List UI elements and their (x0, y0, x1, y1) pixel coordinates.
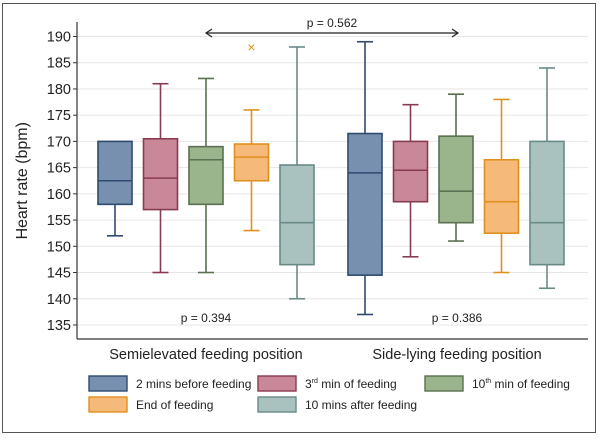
y-tick-label: 155 (47, 213, 71, 229)
legend-label-part: 10 (472, 377, 486, 391)
box-1-1 (392, 103, 429, 258)
box-iqr (529, 140, 565, 266)
y-tick-label: 140 (47, 292, 71, 308)
outlier-marker: × (247, 39, 255, 55)
box-iqr (438, 135, 474, 224)
arrowheads (204, 28, 460, 38)
legend-item: 10th min of feeding (424, 375, 570, 392)
legend-label-part: th (485, 378, 491, 385)
box-1-0 (142, 82, 179, 274)
y-tick-label: 150 (47, 239, 71, 255)
legend-label-part: min of feeding (318, 377, 397, 391)
legend-label-part: 3 (305, 377, 312, 391)
box-iqr (97, 140, 133, 206)
box-iqr (233, 143, 270, 182)
box-iqr (142, 137, 179, 211)
legend-swatch (257, 396, 297, 413)
y-tick-label: 185 (47, 56, 71, 72)
legend-label: 2 mins before feeding (136, 377, 251, 391)
y-tick-label: 165 (47, 161, 71, 177)
legend-label: 10th min of feeding (472, 377, 570, 391)
box-iqr (392, 140, 429, 203)
box-4-1 (529, 67, 565, 290)
legend-swatch (257, 375, 297, 392)
box-3-1 (483, 98, 520, 274)
box-iqr (279, 164, 315, 266)
legend-label-part: min of feeding (491, 377, 570, 391)
legend-label-part: rd (312, 378, 318, 385)
legend-label: 10 mins after feeding (305, 398, 417, 412)
x-group-label: Semielevated feeding position (109, 347, 302, 363)
y-tick-label: 170 (47, 134, 71, 150)
y-tick-label: 135 (47, 318, 71, 334)
box-iqr (483, 158, 520, 234)
box-0-1 (347, 40, 383, 316)
box-2-0 (188, 77, 224, 274)
box-iqr (347, 132, 383, 276)
legend-label: End of feeding (136, 398, 213, 412)
y-axis-label: Heart rate (bpm) (14, 122, 31, 239)
y-tick-label: 190 (47, 30, 71, 46)
box-3-0: × (233, 39, 270, 232)
y-tick-label: 175 (47, 108, 71, 124)
box-2-1 (438, 93, 474, 242)
y-tick-label: 180 (47, 82, 71, 98)
x-group-label: Side-lying feeding position (372, 347, 541, 363)
legend-item: End of feeding (88, 396, 213, 413)
legend-item: 2 mins before feeding (88, 375, 251, 392)
y-tick-label: 160 (47, 187, 71, 203)
p-value-between: p = 0.562 (307, 16, 358, 30)
y-tick-label: 145 (47, 266, 71, 282)
legend-swatch (424, 375, 464, 392)
legend-swatch (88, 396, 128, 413)
legend-item: 10 mins after feeding (257, 396, 417, 413)
p-value-group: p = 0.394 (181, 311, 232, 325)
box-0-0 (97, 140, 133, 237)
box-4-0 (279, 46, 315, 300)
legend-label: 3rd min of feeding (305, 377, 397, 391)
legend-item: 3rd min of feeding (257, 375, 397, 392)
p-value-group: p = 0.386 (432, 311, 483, 325)
box-iqr (188, 145, 224, 206)
legend-swatch (88, 375, 128, 392)
